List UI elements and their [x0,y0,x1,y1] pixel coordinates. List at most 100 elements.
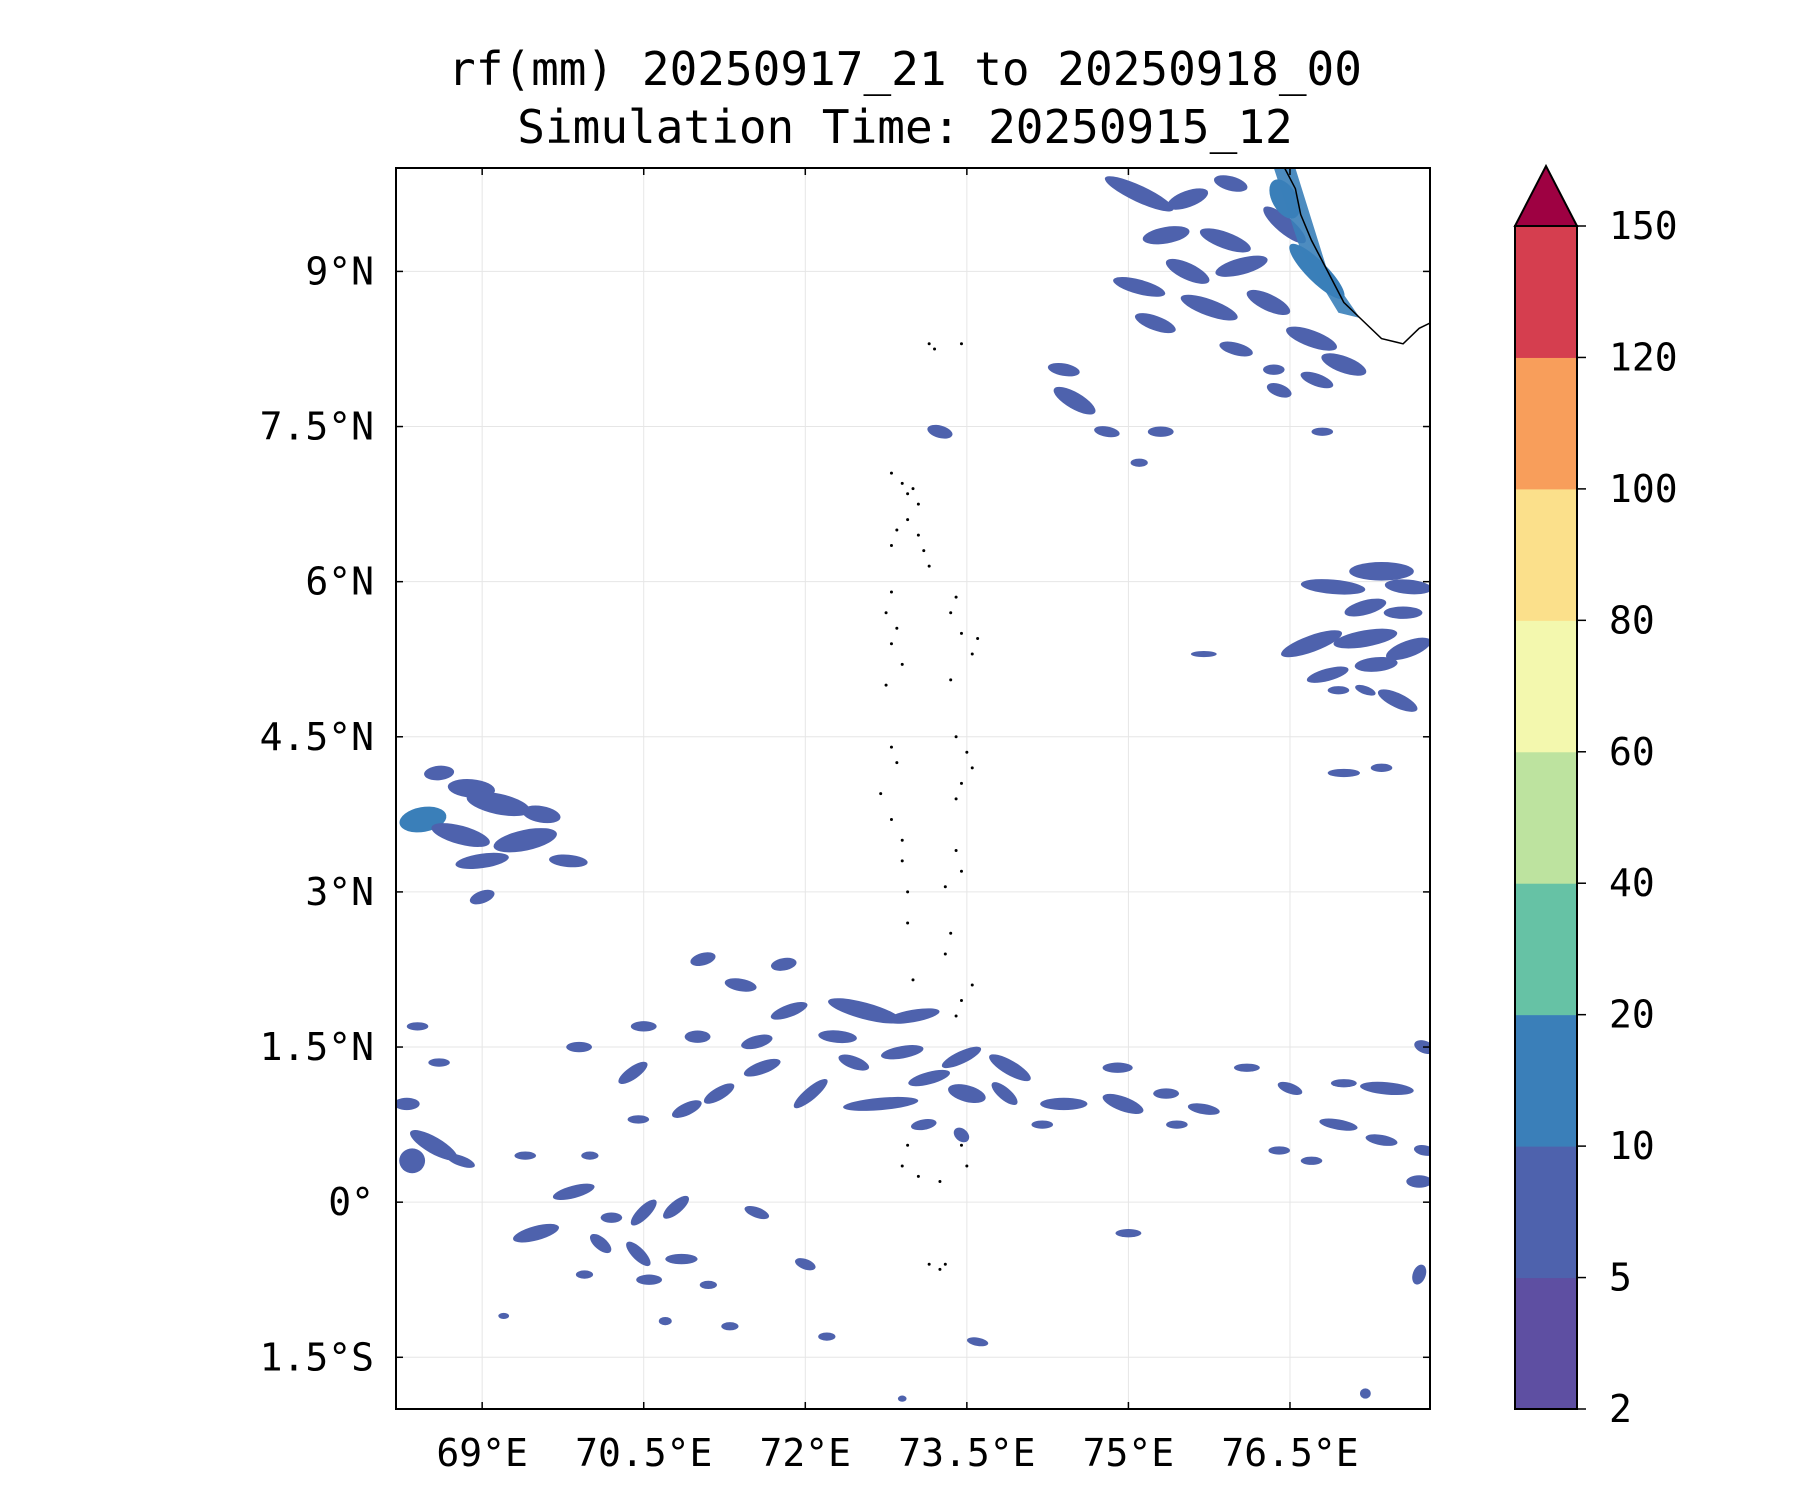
lat-tick-label: 6°N [305,560,374,604]
atoll-island [879,792,883,796]
atoll-island [906,890,910,894]
rain-cell [600,1212,623,1223]
rain-cell [1053,386,1096,415]
atoll-island [906,1143,910,1147]
rain-cell [406,1022,429,1031]
rain-cell [1130,458,1148,467]
rain-cell [1113,277,1166,297]
rain-cell [1413,1145,1430,1156]
atoll-island [933,347,937,351]
rain-cell [1102,1062,1133,1073]
rain-cell [498,1312,510,1320]
atoll-island [938,1267,942,1271]
rain-cell [911,1119,937,1131]
rain-cell [663,1195,690,1219]
colorbar-segment [1515,620,1577,753]
atoll-island [959,1143,963,1147]
rain-cell [399,1148,426,1174]
rain-band-heavy [1273,168,1360,318]
atoll-island [884,611,888,615]
rain-cell [513,1223,559,1243]
rain-cell [1134,313,1176,334]
rain-cell [396,1097,420,1111]
coastline-india [1283,168,1430,345]
rain-cell [1311,427,1334,436]
atoll-island [927,1262,931,1266]
atoll-island [938,1179,942,1183]
lon-tick-label: 75°E [1083,1431,1175,1475]
map-gridlines [396,168,1430,1409]
rain-cell [1115,1229,1142,1238]
rain-cell [743,1058,781,1077]
colorbar-tick-label: 20 [1609,993,1655,1037]
rain-cell [665,1253,698,1265]
atoll-island [895,528,899,532]
rain-cell [630,1021,657,1032]
lat-tick-label: 4.5°N [260,715,374,759]
rain-cell [724,978,757,992]
rain-cell [828,998,902,1024]
atoll-island [927,342,931,346]
rain-cell [908,1069,951,1087]
rain-cell [1327,768,1360,778]
lat-tick-label: 7.5°N [260,405,374,449]
rain-cell [1213,175,1248,192]
atoll-island [911,487,915,491]
lat-tick-label: 1.5°N [260,1025,374,1069]
rain-cell [575,1270,594,1279]
atoll-island [889,590,893,594]
rain-cell [1104,176,1174,212]
atoll-island [900,859,904,863]
rain-cell [1321,353,1367,376]
atoll-island [959,781,963,785]
rain-cell [1031,1120,1054,1129]
colorbar-segment [1515,883,1577,1016]
rain-cell [818,1030,857,1044]
lat-tick-label: 1.5°S [260,1335,374,1379]
atoll-island [943,885,947,889]
atoll-island [889,471,893,475]
atoll-island [916,533,920,537]
rain-cell [991,1082,1018,1106]
rain-cell [843,1096,919,1111]
rain-cell [744,1205,770,1220]
rain-cell [948,1084,986,1104]
rain-cell [636,1274,663,1285]
rain-cell [618,1061,648,1085]
rain-cell [699,1280,717,1290]
rain-cell [589,1233,612,1254]
rain-cell [1102,1093,1144,1114]
rain-cell [1215,255,1268,277]
rain-cell [1268,1146,1290,1155]
atoll-island [959,342,963,346]
rain-cell [431,823,490,847]
rain-cell [514,1151,537,1160]
rain-cell [1406,1175,1430,1188]
rain-cell [1330,1079,1357,1088]
rain-cell [703,1083,735,1104]
atoll-island [959,999,963,1003]
atoll-island [954,849,958,853]
lat-tick-label: 3°N [305,870,374,914]
rain-cell [941,1046,982,1069]
atoll-island [895,626,899,630]
rain-cell [410,1130,458,1161]
colorbar-tick-label: 60 [1609,730,1655,774]
colorbar-tick-label: 10 [1609,1124,1655,1168]
rain-cell [1306,666,1349,683]
atoll-island [889,745,893,749]
atoll-island [965,1164,969,1168]
atoll-island [906,518,910,522]
rain-cell [630,1199,657,1226]
rain-cell [549,854,588,868]
rain-cell [493,828,557,853]
atoll-island [889,543,893,547]
colorbar-tick-label: 150 [1609,204,1678,248]
atoll-island [900,481,904,485]
rain-cell [770,1002,808,1020]
atoll-island [949,611,953,615]
map-axes: 69°E 70.5°E 72°E 73.5°E 75°E 76.5°E 9°N 7.5°N 6°… [260,168,1430,1475]
rain-cell [1360,1081,1414,1096]
lon-tick-label: 69°E [436,1431,528,1475]
rain-cell [741,1034,773,1050]
